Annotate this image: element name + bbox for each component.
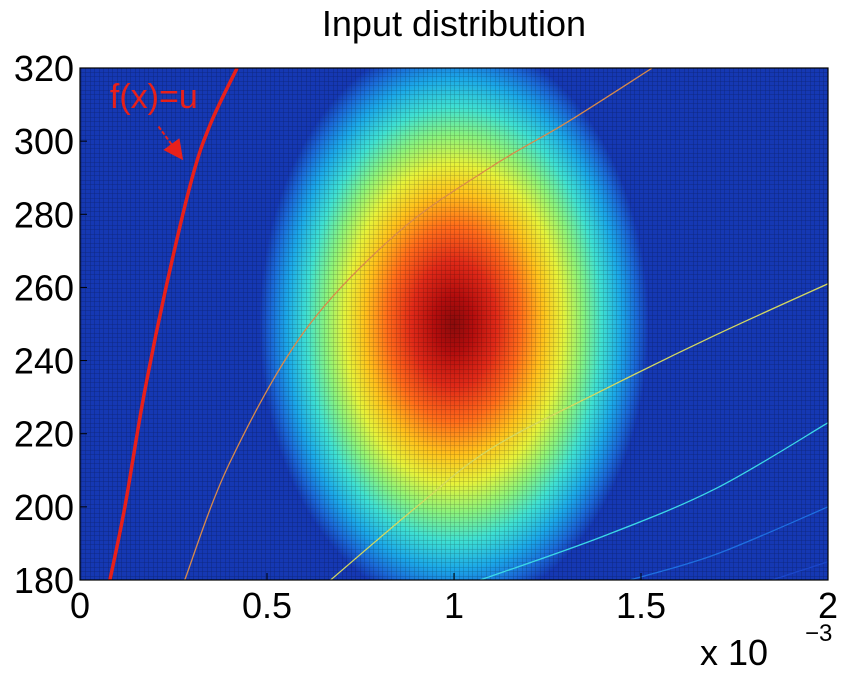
contour-line-4 <box>479 422 828 580</box>
x-tick-label-1: 0 <box>70 585 90 626</box>
y-tick-label-1: 180 <box>14 560 74 601</box>
contour-line-5 <box>629 506 828 580</box>
y-axis: 180 200 220 240 260 280 300 320 <box>14 48 87 601</box>
contour-line-1 <box>108 68 239 580</box>
x-multiplier-exponent: −3 <box>805 620 832 647</box>
y-tick-label-8: 320 <box>14 48 74 89</box>
plot-area <box>80 68 828 580</box>
contour-lines <box>108 68 828 580</box>
x-tick-label-2: 0.5 <box>242 585 292 626</box>
y-tick-label-2: 200 <box>14 487 74 528</box>
contour-line-2 <box>184 68 653 580</box>
chart-title: Input distribution <box>322 3 586 44</box>
x-tick-label-5: 2 <box>818 585 838 626</box>
x-axis: 0 0.5 1 1.5 2 <box>70 573 838 626</box>
y-tick-label-4: 240 <box>14 341 74 382</box>
x-tick-label-4: 1.5 <box>616 585 666 626</box>
svg-text:x 10: x 10 <box>700 632 768 673</box>
y-tick-label-7: 300 <box>14 121 74 162</box>
heatmap-mesh <box>80 68 828 580</box>
x-multiplier: x 10 −3 <box>700 620 832 673</box>
annotation-arrow <box>157 125 184 161</box>
annotation: f(x)=u <box>110 78 198 161</box>
y-tick-label-3: 220 <box>14 414 74 455</box>
contour-line-3 <box>330 283 828 580</box>
x-multiplier-base: x 10 <box>700 632 768 673</box>
y-tick-label-6: 280 <box>14 194 74 235</box>
x-tick-label-3: 1 <box>444 585 464 626</box>
annotation-label: f(x)=u <box>110 78 198 116</box>
contour-line-6 <box>771 561 828 580</box>
y-tick-label-5: 260 <box>14 267 74 308</box>
